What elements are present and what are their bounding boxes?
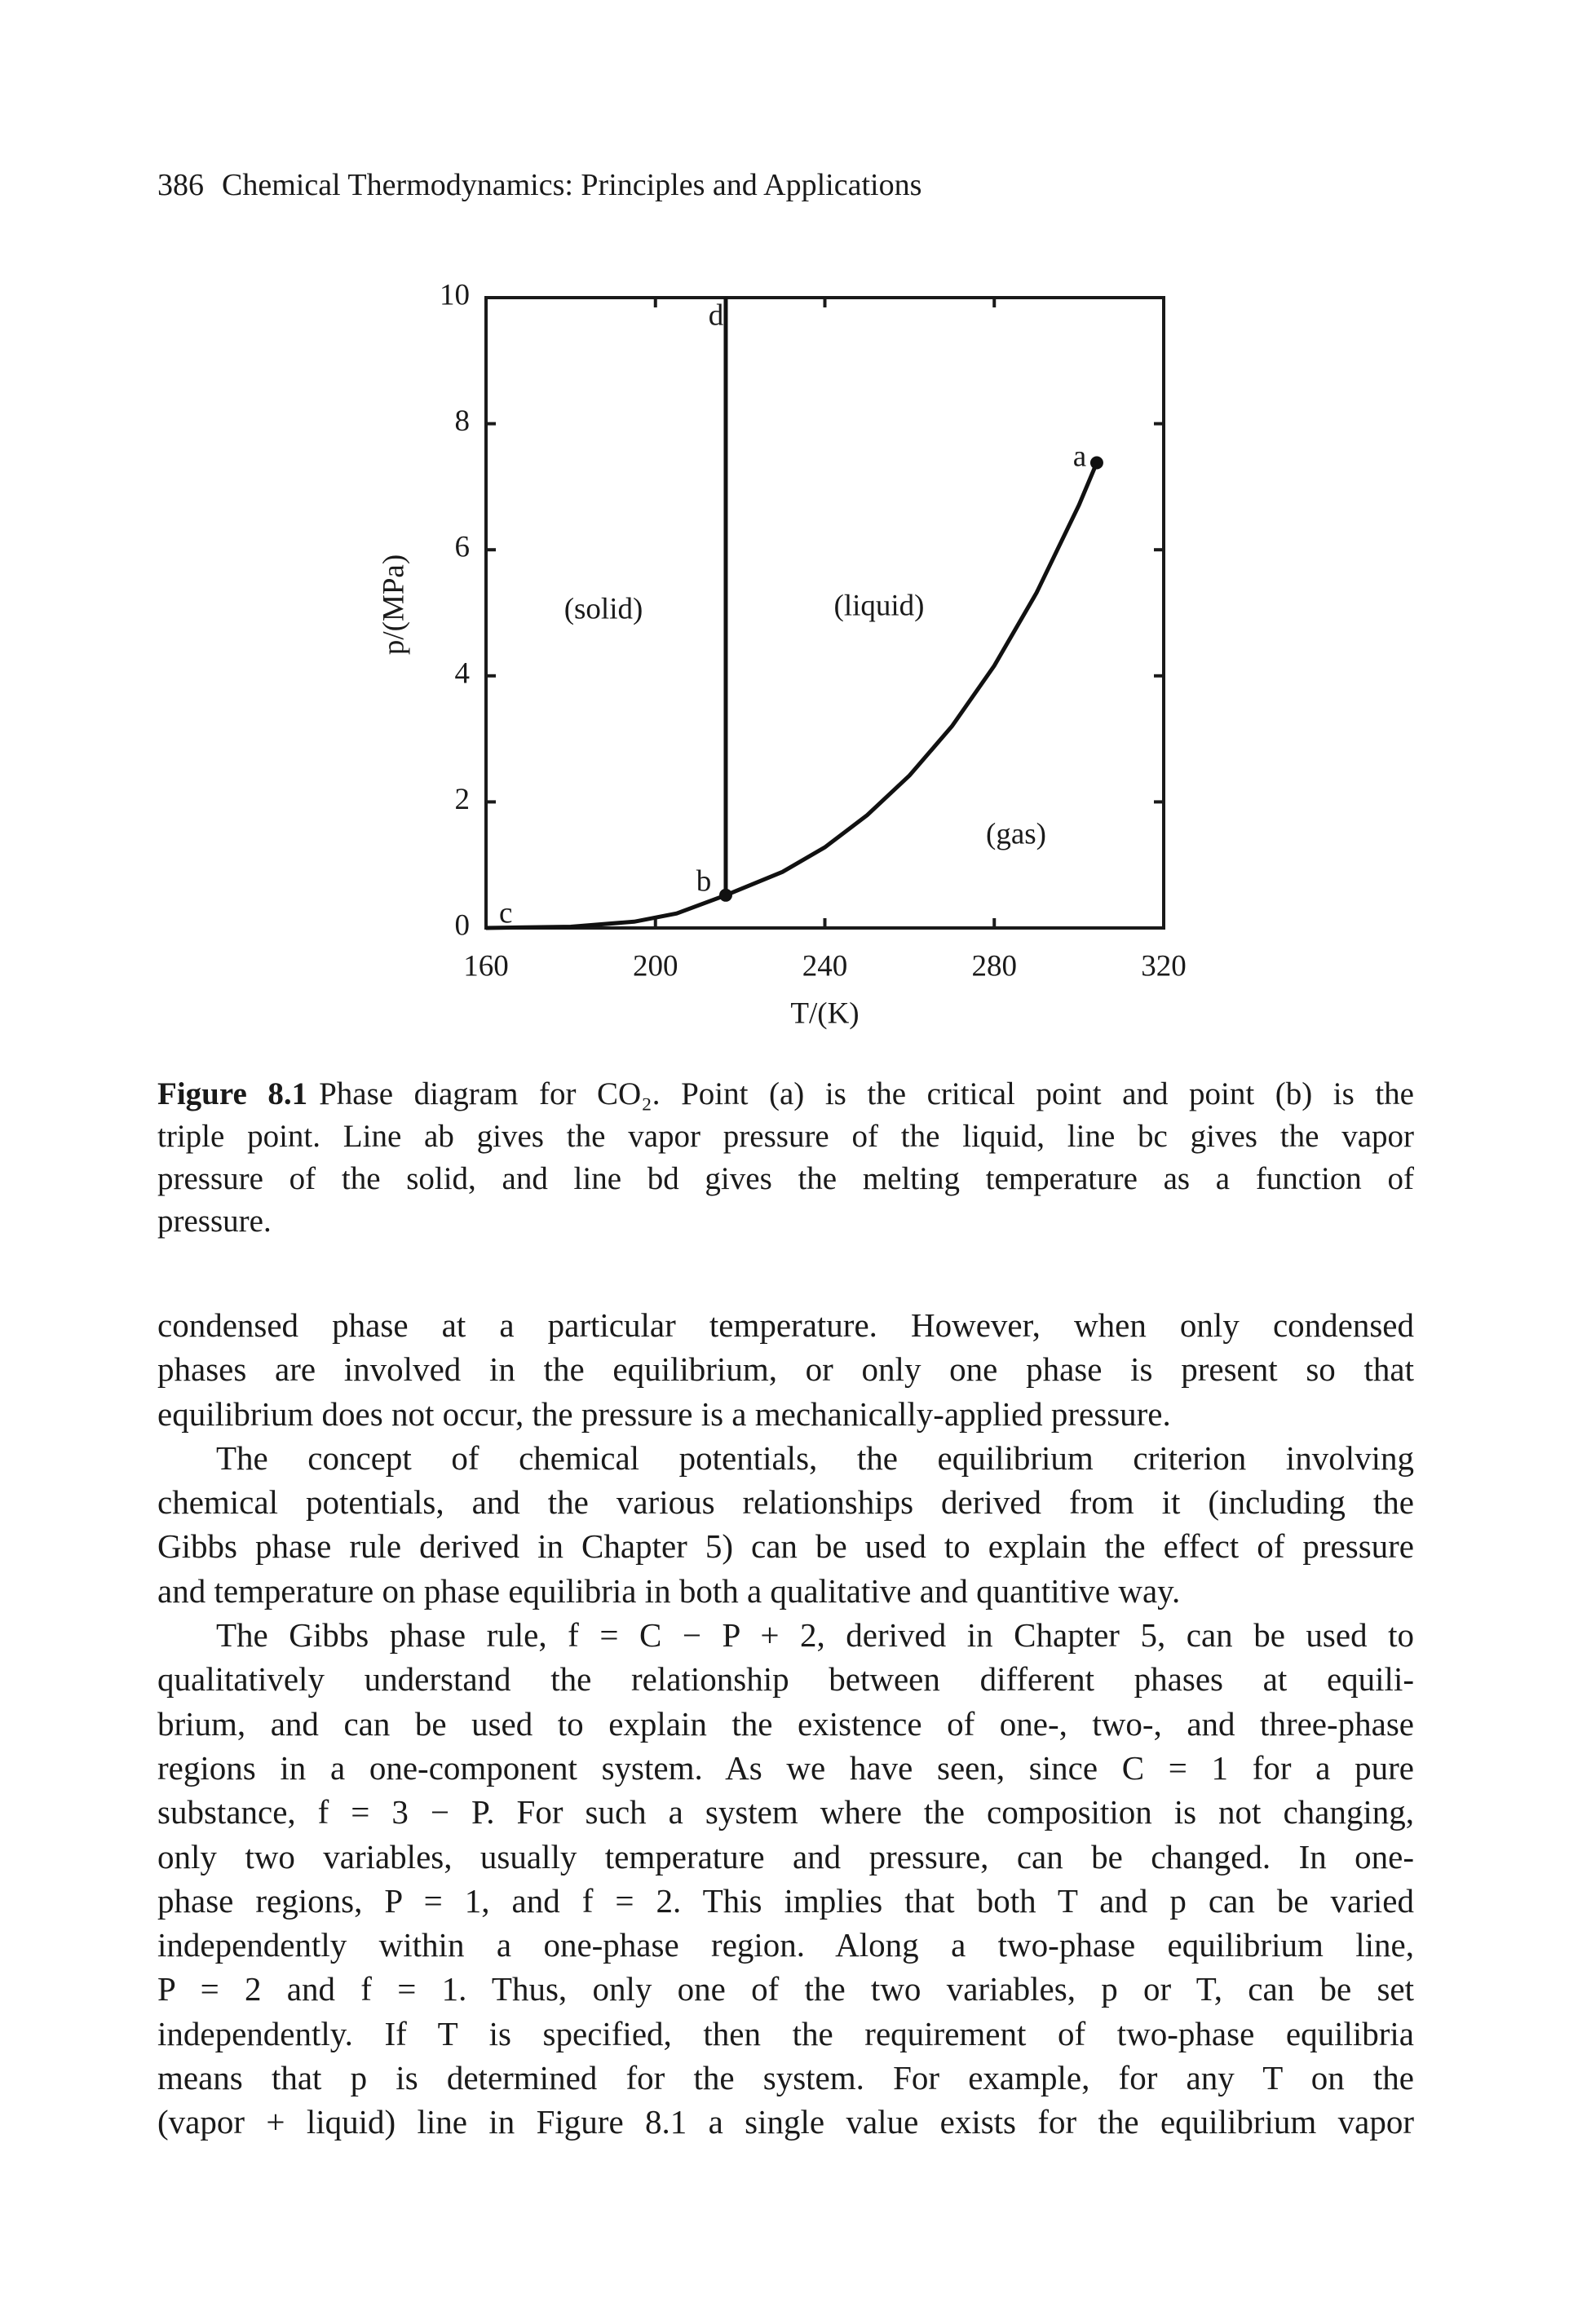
text-line: The Gibbs phase rule, f = C − P + 2, der… (216, 1616, 1414, 1655)
y-tick-label: 0 (455, 908, 471, 942)
paragraph: condensed phase at a particular temperat… (157, 1303, 1414, 1436)
text-line: phase regions, P = 1, and f = 2. This im… (157, 1881, 1414, 1920)
x-tick-label: 200 (633, 949, 678, 983)
caption-text: pressure. (157, 1204, 272, 1239)
text-line: regions in a one-component system. As we… (157, 1748, 1414, 1787)
body-text: condensed phase at a particular temperat… (157, 1303, 1414, 2145)
caption-text: Phase diagram for CO₂. Point (a) is the … (319, 1076, 1414, 1111)
paragraph: The Gibbs phase rule, f = C − P + 2, der… (157, 1613, 1414, 2145)
text-line: condensed phase at a particular temperat… (157, 1306, 1414, 1344)
y-tick-label: 10 (440, 278, 470, 311)
text-line: independently. If T is specified, then t… (157, 2014, 1414, 2052)
caption-line: pressure of the solid, and line bd gives… (157, 1158, 1414, 1200)
y-axis-label: p/(MPa) (377, 554, 410, 655)
chart: 0 2 4 6 8 10 160 200 240 280 320 T/(K) p/(MPa) a b c d (s… (377, 278, 1187, 1030)
x-tick-label: 280 (972, 949, 1018, 983)
annotation: (liquid) (834, 589, 925, 622)
caption-text: triple point. Line ab gives the vapor pr… (157, 1119, 1414, 1154)
series-line (485, 893, 727, 930)
text-line: and temperature on phase equilibria in b… (157, 1571, 1181, 1610)
text-line: qualitatively understand the relationshi… (157, 1660, 1414, 1699)
x-tick-label: 320 (1141, 949, 1187, 983)
annotation: b (696, 864, 712, 898)
annotation: (solid) (564, 592, 643, 625)
text-line: chemical potentials, and the various rel… (157, 1483, 1414, 1522)
running-header: 386 Chemical Thermodynamics: Principles a… (157, 167, 921, 203)
annotation: a (1073, 440, 1086, 473)
y-tick-label: 4 (455, 656, 471, 690)
x-tick-label: 240 (802, 949, 848, 983)
text-line: brium, and can be used to explain the ex… (157, 1704, 1414, 1743)
page-number: 386 (157, 168, 204, 202)
text-line: P = 2 and f = 1. Thus, only one of the t… (157, 1970, 1414, 2008)
text-line: only two variables, usually temperature … (157, 1837, 1414, 1876)
text-line: independently within a one-phase region.… (157, 1926, 1414, 1964)
annotation: (gas) (986, 817, 1046, 851)
header-title: Chemical Thermodynamics: Principles and … (222, 168, 922, 202)
text-line: Gibbs phase rule derived in Chapter 5) c… (157, 1527, 1414, 1566)
text-line: (vapor + liquid) line in Figure 8.1 a si… (157, 2103, 1414, 2141)
annotation: c (499, 896, 512, 930)
text-line: The concept of chemical potentials, the … (216, 1438, 1414, 1477)
x-tick-label: 160 (463, 949, 509, 983)
caption-text: pressure of the solid, and line bd gives… (157, 1161, 1414, 1196)
figure-caption: Figure 8.1 Phase diagram for CO₂. Point (… (157, 1073, 1414, 1243)
y-tick-label: 8 (455, 404, 471, 438)
text-line: phases are involved in the equilibrium, … (157, 1350, 1414, 1389)
text-line: means that p is determined for the syste… (157, 2059, 1414, 2097)
y-tick-label: 6 (455, 531, 471, 564)
paragraph: The concept of chemical potentials, the … (157, 1436, 1414, 1613)
x-axis-label: T/(K) (790, 996, 859, 1030)
text-line: equilibrium does not occur, the pressure… (157, 1394, 1171, 1433)
triple-point (718, 888, 732, 902)
critical-point (1089, 456, 1103, 470)
caption-line: triple point. Line ab gives the vapor pr… (157, 1116, 1414, 1158)
y-tick-label: 2 (455, 783, 471, 816)
text-line: substance, f = 3 − P. For such a system … (157, 1793, 1414, 1831)
figure-label: Figure 8.1 (157, 1076, 308, 1111)
caption-line: pressure. (157, 1200, 1414, 1243)
series-line (725, 462, 1099, 898)
annotation: d (709, 298, 724, 332)
caption-line: Figure 8.1 Phase diagram for CO₂. Point (… (157, 1073, 1414, 1116)
